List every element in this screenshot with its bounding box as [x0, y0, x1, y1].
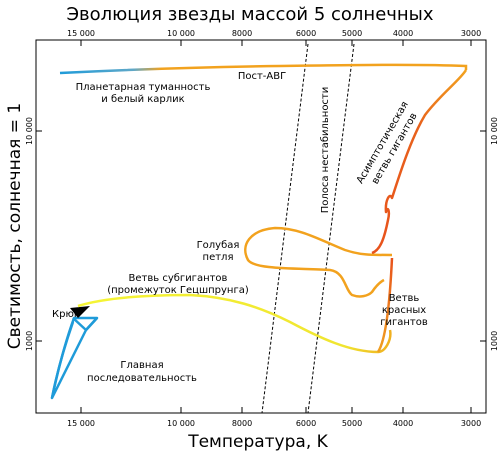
red-giant-branch-track [376, 257, 394, 353]
y-axes: 10 000 1000 10 000 1000 [25, 117, 499, 351]
label-hook: Крюк [52, 309, 80, 320]
label-main-sequence-line1: Главная [120, 360, 163, 371]
label-subgiant-line2: (промежуток Гецшпрунга) [107, 285, 249, 296]
label-red-giant-line1: Ветвь [389, 293, 420, 304]
label-white-dwarf: и белый карлик [101, 94, 184, 105]
instability-strip-right-boundary [307, 43, 355, 414]
bottom-tick-label: 5000 [342, 419, 362, 428]
label-planetary-nebula: Планетарная туманность [76, 82, 211, 93]
bottom-tick-label: 6000 [296, 419, 316, 428]
label-post-agb: Пост-АВГ [238, 71, 286, 82]
hook-marker [70, 306, 90, 318]
diagram-title: Эволюция звезды массой 5 солнечных [66, 4, 433, 25]
label-red-giant-line2: красных [382, 305, 426, 316]
x-axis-title: Температура, K [187, 432, 328, 452]
left-tick-label: 1000 [25, 331, 34, 351]
main-sequence-lower [50, 321, 75, 399]
bottom-tick-label: 10 000 [167, 419, 195, 428]
main-sequence-track [50, 316, 99, 400]
top-axis: 15 000 10 000 8000 6000 5000 4000 3000 [67, 29, 481, 46]
right-tick-label: 1000 [490, 331, 499, 351]
label-red-giant-line3: гигантов [380, 317, 428, 328]
bottom-tick-label: 8000 [232, 419, 252, 428]
plot-frame [35, 39, 487, 414]
blue-loop-track [244, 226, 393, 298]
agb-track [371, 69, 468, 255]
hook-segment [72, 317, 98, 332]
y-axis-title: Светимость, солнечная = 1 [5, 103, 25, 349]
label-blue-loop-line2: петля [203, 252, 234, 263]
top-tick-label: 5000 [342, 29, 362, 38]
post-agb-track [59, 63, 468, 75]
top-tick-label: 15 000 [67, 29, 95, 38]
top-tick-label: 4000 [393, 29, 413, 38]
top-tick-label: 10 000 [167, 29, 195, 38]
label-subgiant-line1: Ветвь субгигантов [129, 273, 228, 284]
left-tick-label: 10 000 [25, 117, 34, 145]
top-tick-label: 6000 [296, 29, 316, 38]
bottom-tick-label: 3000 [461, 419, 481, 428]
bottom-axis: 15 000 10 000 8000 6000 5000 4000 3000 [67, 407, 481, 428]
bottom-tick-label: 15 000 [67, 419, 95, 428]
subgiant-branch-track [77, 293, 392, 354]
right-tick-label: 10 000 [490, 117, 499, 145]
top-tick-label: 3000 [461, 29, 481, 38]
label-instability-strip: Полоса нестабильности [320, 87, 331, 214]
top-tick-label: 8000 [232, 29, 252, 38]
bottom-tick-label: 4000 [393, 419, 413, 428]
label-main-sequence-line2: последовательность [87, 373, 197, 384]
label-blue-loop-line1: Голубая [197, 240, 240, 251]
